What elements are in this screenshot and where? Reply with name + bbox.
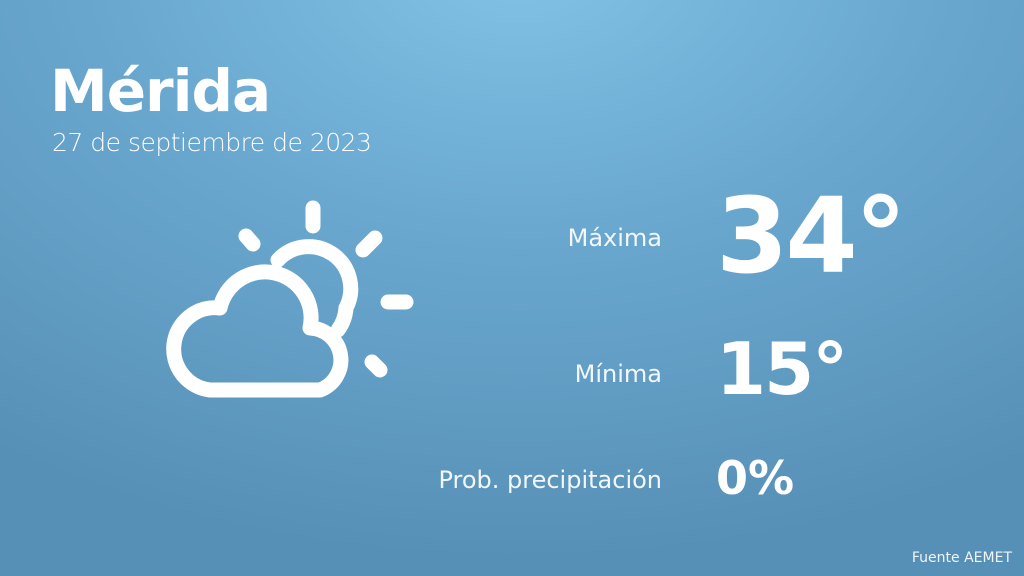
min-temp-label: Mínima — [574, 360, 662, 388]
partly-cloudy-icon — [166, 200, 414, 398]
forecast-date: 27 de septiembre de 2023 — [52, 128, 372, 157]
max-temp-value: 34° — [716, 175, 907, 297]
source-credit: Fuente AEMET — [911, 550, 1012, 566]
precip-label: Prob. precipitación — [438, 466, 662, 494]
min-temp-value: 15° — [716, 327, 848, 411]
precip-value: 0% — [716, 451, 795, 505]
city-title: Mérida — [50, 57, 271, 125]
max-temp-label: Máxima — [567, 224, 662, 252]
